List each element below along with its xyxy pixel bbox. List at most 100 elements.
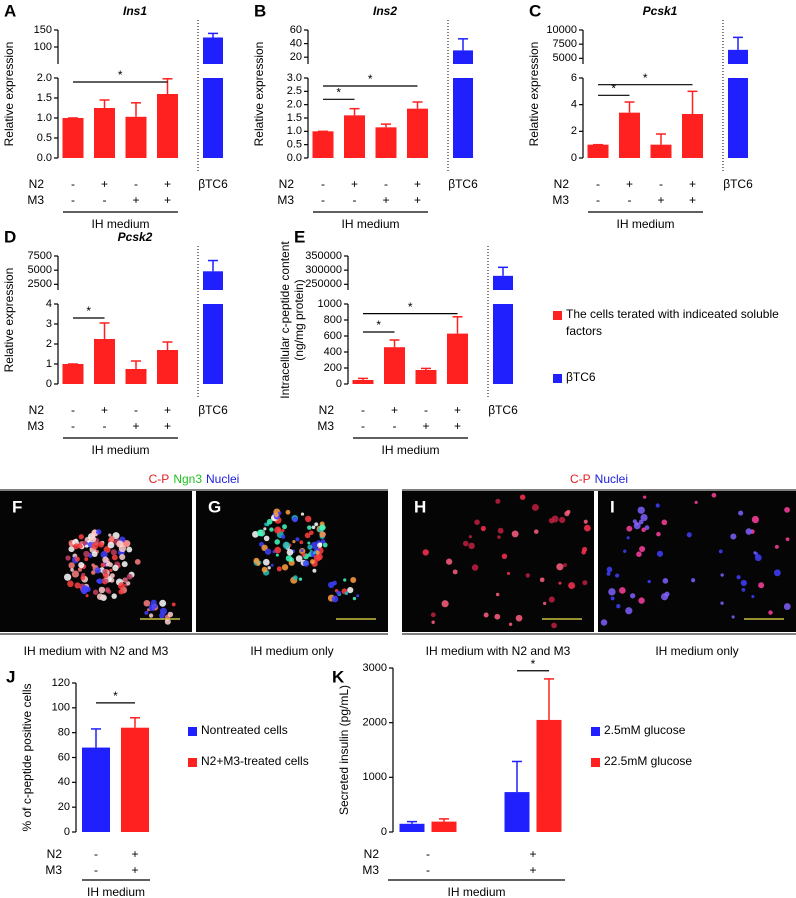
condition: -	[426, 863, 430, 877]
significance-label: *	[118, 68, 123, 82]
cell	[109, 568, 113, 573]
legend-label: βTC6	[566, 370, 596, 384]
bar-lower	[453, 78, 473, 158]
y-tick-label: 0.5	[287, 139, 302, 151]
bar-category: βTC6	[198, 403, 228, 417]
condition: +	[529, 863, 536, 877]
cell	[278, 511, 282, 515]
bar-lower	[728, 78, 748, 158]
y-tick-label: 100	[34, 41, 52, 53]
cell	[276, 566, 282, 572]
cell	[730, 533, 737, 540]
panel-letter: I	[610, 497, 615, 516]
group-label: IH medium	[616, 217, 674, 231]
panel-letter: H	[414, 497, 426, 516]
cell	[292, 540, 296, 544]
cell	[774, 544, 779, 549]
condition: +	[529, 847, 536, 861]
cell	[85, 594, 89, 598]
significance-label: *	[408, 300, 413, 314]
y-tick-label: 20	[58, 801, 70, 813]
panel-letter: G	[208, 497, 221, 516]
cell	[619, 587, 626, 594]
cell	[312, 551, 317, 555]
row-label: N2	[29, 403, 45, 417]
cell	[123, 577, 128, 583]
cell	[298, 577, 303, 581]
cell	[568, 582, 576, 590]
y-tick-label: 300000	[305, 264, 342, 276]
cell	[511, 530, 519, 538]
cell	[108, 533, 112, 537]
bar	[536, 719, 562, 832]
cell	[480, 525, 486, 532]
cell	[640, 513, 648, 522]
y-tick-label: 200	[324, 362, 342, 374]
cell	[583, 519, 588, 524]
cell	[741, 587, 746, 592]
chart-title: Pcsk2	[118, 230, 153, 244]
y-tick-label: 100	[52, 702, 70, 714]
cell	[718, 549, 723, 554]
condition: +	[101, 403, 108, 417]
cell	[720, 601, 724, 605]
cell	[263, 535, 270, 542]
y-tick-label: 2500	[28, 278, 52, 290]
condition: +	[132, 419, 139, 433]
cell	[267, 566, 271, 570]
y-tick-label: 150	[34, 24, 52, 36]
cell	[582, 580, 588, 586]
cell	[462, 540, 469, 547]
cell	[758, 582, 765, 589]
cell	[320, 539, 326, 544]
cell	[292, 575, 298, 581]
cell	[584, 524, 591, 532]
condition: -	[361, 419, 365, 433]
group-label: IH medium	[447, 885, 505, 898]
y-tick-label: 0.5	[37, 132, 52, 144]
cell	[610, 596, 615, 601]
cell	[107, 541, 115, 549]
y-tick-label: 4	[571, 99, 577, 111]
cell	[89, 535, 97, 543]
cell	[347, 586, 354, 594]
significance-label: *	[643, 71, 648, 85]
y-tick-label: 0	[571, 152, 577, 164]
condition: +	[689, 177, 696, 191]
y-tick-label: 0	[336, 378, 342, 390]
significance-label: *	[86, 304, 91, 318]
cell	[300, 549, 304, 553]
y-tick-label: 1.5	[37, 92, 52, 104]
cell	[118, 582, 125, 590]
cell	[497, 535, 501, 539]
cell	[91, 542, 99, 550]
cell	[81, 585, 89, 592]
cell	[731, 615, 735, 619]
bar	[203, 37, 223, 64]
bar	[682, 114, 703, 158]
cell	[148, 613, 154, 618]
cell	[315, 550, 320, 555]
y-tick-label: 250000	[305, 278, 342, 290]
cell	[630, 593, 636, 599]
image-caption: IH medium with N2 and M3	[426, 644, 571, 658]
condition: +	[351, 177, 358, 191]
condition: +	[454, 419, 461, 433]
y-tick-label: 2.0	[37, 72, 52, 84]
bar	[650, 144, 672, 158]
cell	[119, 553, 126, 561]
cell	[647, 579, 651, 584]
cell	[100, 562, 106, 568]
cell	[660, 593, 669, 601]
condition: +	[164, 177, 171, 191]
cell	[282, 524, 287, 530]
cell	[144, 610, 149, 615]
cell	[525, 573, 531, 578]
cell	[751, 594, 755, 599]
y-tick-label: 3	[46, 318, 52, 330]
cell	[637, 506, 645, 514]
cell	[299, 540, 304, 545]
image-caption: IH medium only	[655, 644, 738, 658]
cell	[497, 527, 504, 534]
cell	[314, 522, 319, 527]
